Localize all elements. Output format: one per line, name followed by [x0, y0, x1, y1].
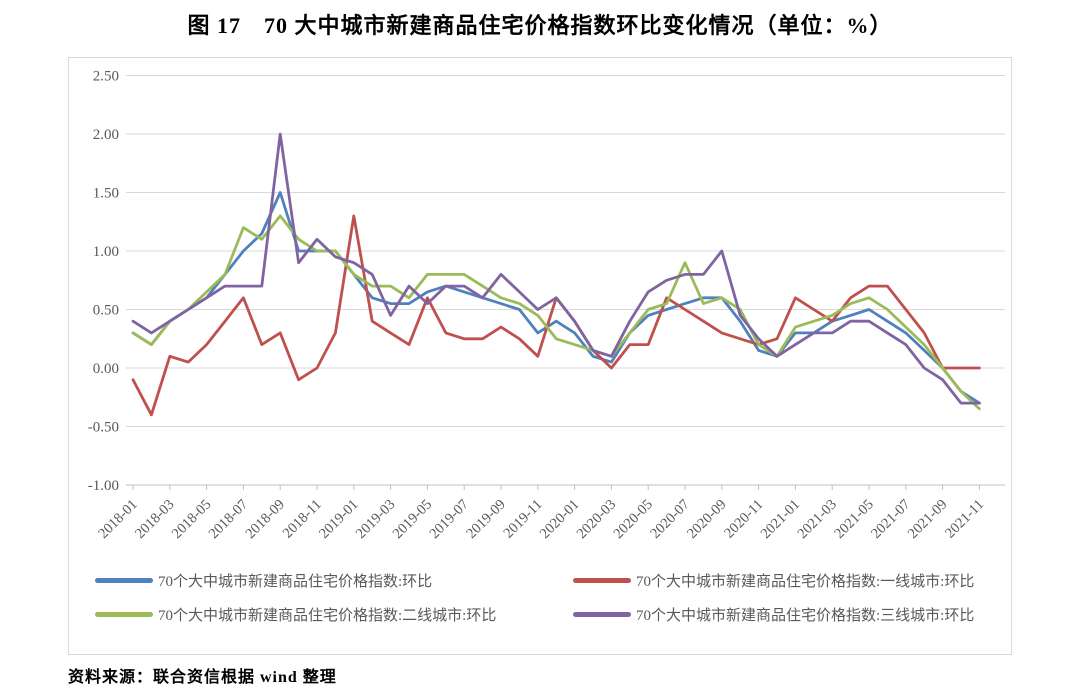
x-axis-tick-label: 2021-07: [868, 497, 913, 542]
legend-swatch-icon: [95, 612, 153, 617]
legend-item-0: 70个大中城市新建商品住宅价格指数:环比: [95, 570, 573, 591]
page-title: 图 17 70 大中城市新建商品住宅价格指数环比变化情况（单位：%）: [187, 13, 893, 38]
legend-item-3: 70个大中城市新建商品住宅价格指数:三线城市:环比: [573, 604, 995, 625]
x-axis-tick-label: 2019-11: [501, 497, 546, 542]
y-axis-tick-label: 0.50: [93, 303, 119, 319]
legend-label: 70个大中城市新建商品住宅价格指数:三线城市:环比: [636, 608, 975, 624]
series-line-3: [131, 132, 981, 405]
x-axis-tick-label: 2021-01: [758, 497, 803, 542]
y-axis-tick-label: 2.00: [93, 127, 119, 143]
series-line-2: [131, 214, 981, 411]
legend-swatch-icon: [573, 612, 631, 617]
x-axis-tick-label: 2019-07: [427, 497, 472, 542]
y-axis-tick-label: 1.50: [93, 186, 119, 202]
x-axis-tick-label: 2018-01: [95, 497, 140, 542]
y-axis-tick-label: -0.50: [88, 420, 119, 436]
x-axis-tick-label: 2020-07: [647, 497, 692, 542]
legend-label: 70个大中城市新建商品住宅价格指数:环比: [158, 574, 433, 590]
legend-swatch-icon: [95, 578, 153, 583]
legend-item-1: 70个大中城市新建商品住宅价格指数:一线城市:环比: [573, 570, 995, 591]
x-axis-tick-label: 2020-09: [684, 497, 729, 542]
x-axis-tick-label: 2020-11: [721, 497, 766, 542]
x-axis-tick-label: 2020-01: [537, 497, 582, 542]
x-axis-tick-label: 2018-07: [206, 497, 251, 542]
legend-label: 70个大中城市新建商品住宅价格指数:二线城市:环比: [158, 608, 497, 624]
y-axis-tick-label: 1.00: [93, 244, 119, 260]
x-axis-tick-label: 2019-05: [390, 497, 435, 542]
x-axis-tick-label: 2020-03: [574, 497, 619, 542]
x-axis-tick-label: 2019-09: [463, 497, 508, 542]
x-axis-tick-label: 2021-11: [942, 497, 987, 542]
chart-panel: 2.50 2.00 1.50 1.00 0.50 0.00 -0.50 -1.00 2018-0…: [68, 57, 1012, 655]
y-axis-tick-label: 2.50: [93, 69, 119, 85]
y-axis-tick-label: 0.00: [93, 361, 119, 377]
x-axis-tick-label: 2021-09: [905, 497, 950, 542]
source-note: 资料来源：联合资信根据 wind 整理: [68, 669, 337, 686]
chart-canvas: 2.50 2.00 1.50 1.00 0.50 0.00 -0.50 -1.00 2018-0…: [88, 69, 1005, 542]
x-axis-tick-label: 2019-03: [353, 497, 398, 542]
x-axis-tick-label: 2020-05: [611, 497, 656, 542]
x-axis-tick-label: 2021-03: [795, 497, 840, 542]
x-axis-tick-label: 2019-01: [316, 497, 361, 542]
x-axis-tick-label: 2018-03: [132, 497, 177, 542]
x-axis-tick-label: 2018-05: [169, 497, 214, 542]
x-axis-tick-label: 2018-11: [280, 497, 325, 542]
legend-item-2: 70个大中城市新建商品住宅价格指数:二线城市:环比: [95, 604, 573, 625]
series-line-0: [131, 191, 981, 405]
legend-swatch-icon: [573, 578, 631, 583]
x-axis-tick-label: 2018-09: [243, 497, 288, 542]
legend-label: 70个大中城市新建商品住宅价格指数:一线城市:环比: [636, 574, 975, 590]
x-axis-tick-label: 2021-05: [831, 497, 876, 542]
y-axis-tick-label: -1.00: [88, 478, 119, 494]
chart-legend: 70个大中城市新建商品住宅价格指数:环比 70个大中城市新建商品住宅价格指数:一线…: [95, 570, 995, 625]
